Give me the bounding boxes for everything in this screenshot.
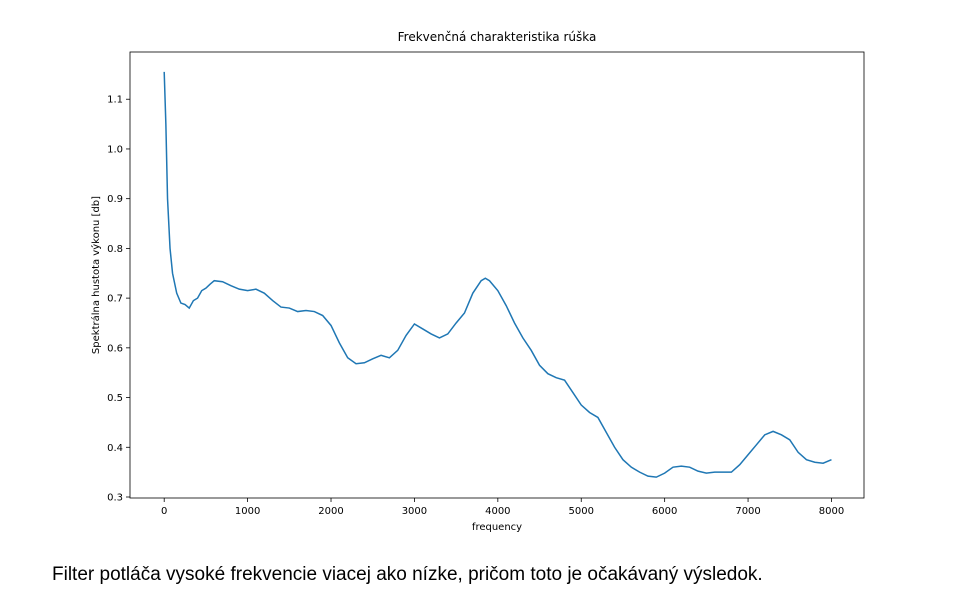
x-tick-label: 2000 [318,506,343,517]
x-axis-label: frequency [472,522,522,533]
caption: Filter potláča vysoké frekvencie viacej … [52,564,763,585]
x-tick-label: 1000 [235,506,260,517]
x-tick-label: 0 [161,506,167,517]
x-tick-label: 4000 [485,506,510,517]
line-series [163,71,832,478]
y-tick-label: 0.8 [107,244,123,255]
x-tick-label: 3000 [402,506,427,517]
x-tick-label: 5000 [569,506,594,517]
y-tick-label: 0.3 [107,493,123,504]
y-axis-label: Spektrálna hustota výkonu [db] [90,196,102,354]
x-tick-label: 6000 [652,506,677,517]
y-tick-label: 0.9 [107,194,123,205]
y-tick-label: 0.6 [107,343,123,354]
y-tick-label: 1.1 [107,95,123,106]
y-tick-label: 1.0 [107,144,123,155]
x-tick-label: 7000 [735,506,760,517]
chart: Frekvenčná charakteristika rúška frequen… [90,30,865,533]
y-tick-label: 0.5 [107,393,123,404]
plot-frame [129,51,865,499]
chart-title: Frekvenčná charakteristika rúška [398,30,597,44]
y-tick-label: 0.7 [107,294,123,305]
x-tick-label: 8000 [819,506,844,517]
y-tick-label: 0.4 [107,443,123,454]
